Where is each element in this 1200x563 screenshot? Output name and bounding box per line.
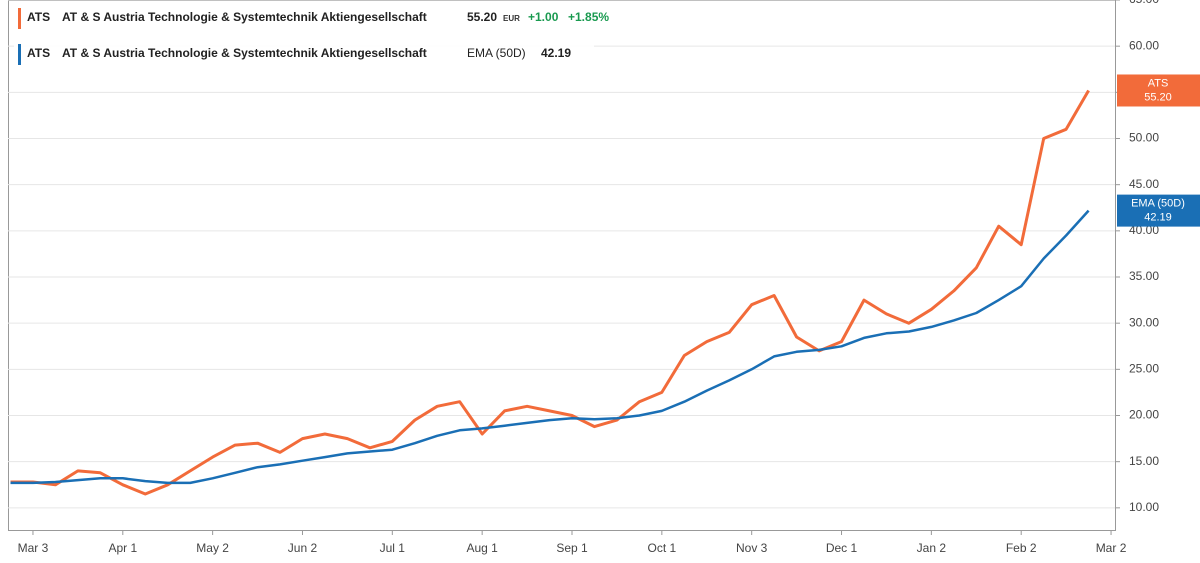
y-tick-label: 35.00 — [1129, 269, 1159, 283]
x-tick-label: Oct 1 — [647, 541, 676, 555]
legend-description: AT & S Austria Technologie & Systemtechn… — [62, 10, 427, 24]
legend-symbol: ATS — [27, 46, 50, 60]
x-tick-label: Sep 1 — [556, 541, 588, 555]
badge-bg — [1117, 194, 1200, 227]
legend-swatch — [18, 44, 21, 65]
x-tick-label: Dec 1 — [826, 541, 858, 555]
series-line — [10, 89, 1090, 496]
y-tick-label: 50.00 — [1129, 131, 1159, 145]
x-tick-label: Mar 2 — [1096, 541, 1127, 555]
badge-value: 55.20 — [1144, 91, 1172, 103]
y-tick-label: 30.00 — [1129, 315, 1159, 329]
y-tick-label: 65.00 — [1129, 0, 1159, 6]
badge-name: ATS — [1148, 77, 1169, 89]
legend-swatch — [18, 8, 21, 29]
x-tick-label: Aug 1 — [466, 541, 498, 555]
badge-value: 42.19 — [1144, 212, 1172, 224]
plot-frame — [8, 0, 1116, 531]
legend-change-percent: +1.85% — [568, 10, 609, 24]
x-tick-label: Mar 3 — [18, 541, 49, 555]
y-tick-label: 25.00 — [1129, 362, 1159, 376]
legend-change: +1.00 — [528, 10, 559, 24]
x-tick-label: Jun 2 — [288, 541, 318, 555]
legend-bg — [14, 4, 614, 34]
x-tick-label: Jul 1 — [380, 541, 406, 555]
legend-last: 42.19 — [541, 46, 571, 60]
y-tick-label: 10.00 — [1129, 500, 1159, 514]
x-tick-label: Apr 1 — [108, 541, 137, 555]
series-line — [10, 209, 1090, 485]
x-tick-label: May 2 — [196, 541, 229, 555]
y-tick-label: 15.00 — [1129, 454, 1159, 468]
legend-last: 55.20 — [467, 10, 497, 24]
badge-name: EMA (50D) — [1131, 198, 1185, 210]
legend-description: AT & S Austria Technologie & Systemtechn… — [62, 46, 427, 60]
y-tick-label: 20.00 — [1129, 408, 1159, 422]
x-tick-label: Feb 2 — [1006, 541, 1037, 555]
x-tick-label: Jan 2 — [917, 541, 947, 555]
legend-currency: EUR — [503, 14, 520, 23]
legend-symbol: ATS — [27, 10, 50, 24]
legend-indicator: EMA (50D) — [467, 46, 526, 60]
price-badge: EMA (50D) 42.19 — [1117, 194, 1200, 227]
x-tick-label: Nov 3 — [736, 541, 768, 555]
price-badge: ATS 55.20 — [1117, 74, 1200, 107]
badge-bg — [1117, 74, 1200, 107]
legend: ATS AT & S Austria Technologie & Systemt… — [14, 4, 614, 68]
y-tick-label: 60.00 — [1129, 38, 1159, 52]
legend-bg — [14, 42, 594, 68]
y-tick-label: 45.00 — [1129, 177, 1159, 191]
